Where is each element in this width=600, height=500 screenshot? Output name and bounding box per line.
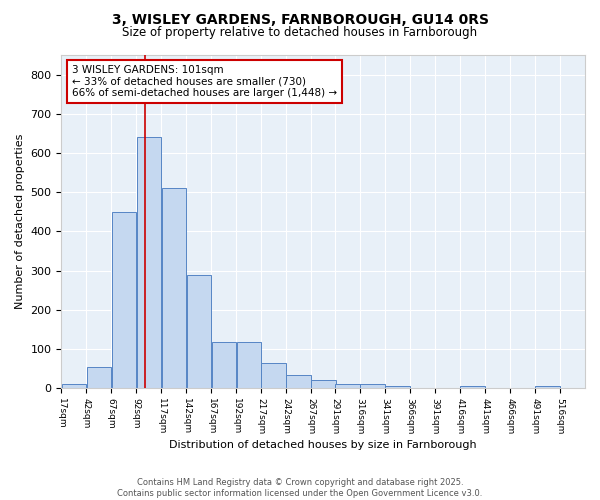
Bar [286,374,311,388]
X-axis label: Distribution of detached houses by size in Farnborough: Distribution of detached houses by size … [169,440,477,450]
Bar [236,342,261,388]
Y-axis label: Number of detached properties: Number of detached properties [15,134,25,310]
Bar [335,384,360,388]
Text: Size of property relative to detached houses in Farnborough: Size of property relative to detached ho… [122,26,478,39]
Bar [311,380,336,388]
Bar [361,384,385,388]
Bar [385,386,410,388]
Text: 3 WISLEY GARDENS: 101sqm
← 33% of detached houses are smaller (730)
66% of semi-: 3 WISLEY GARDENS: 101sqm ← 33% of detach… [72,65,337,98]
Text: 3, WISLEY GARDENS, FARNBOROUGH, GU14 0RS: 3, WISLEY GARDENS, FARNBOROUGH, GU14 0RS [112,12,488,26]
Bar [112,212,136,388]
Bar [62,384,86,388]
Bar [161,188,186,388]
Text: Contains HM Land Registry data © Crown copyright and database right 2025.
Contai: Contains HM Land Registry data © Crown c… [118,478,482,498]
Bar [262,363,286,388]
Bar [86,367,111,388]
Bar [187,274,211,388]
Bar [137,138,161,388]
Bar [535,386,560,388]
Bar [212,342,236,388]
Bar [460,386,485,388]
